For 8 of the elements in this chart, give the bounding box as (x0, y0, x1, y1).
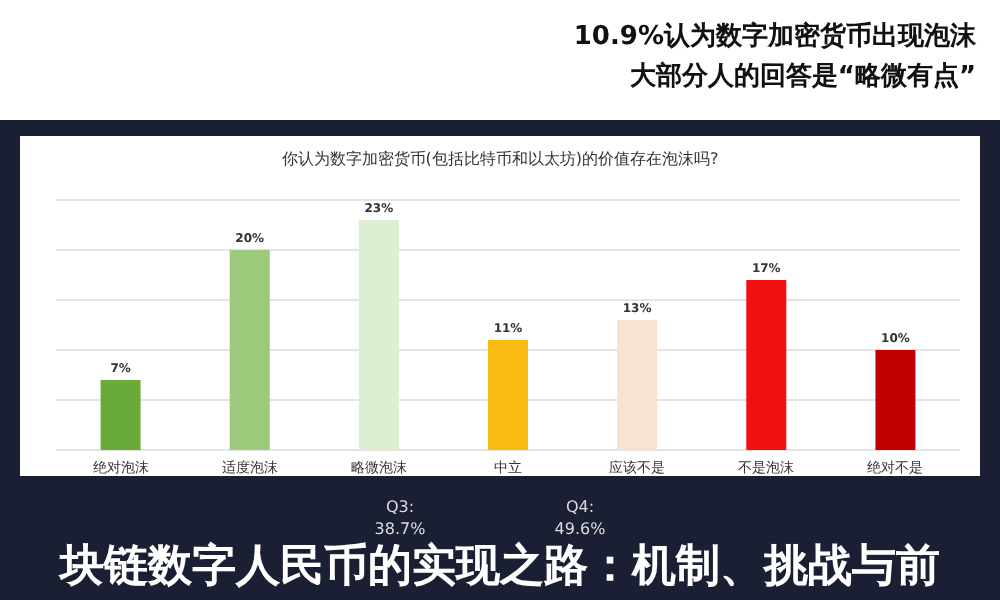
title: 你认为数字加密货币(包括比特币和以太坊)的价值存在泡沫吗? (281, 150, 719, 168)
annotation: Q4: (565, 498, 595, 516)
annotation: 38.7% (374, 520, 426, 538)
annotation: 大部分人的回答是“略微有点” (629, 62, 976, 92)
annotation: 49.6% (554, 520, 606, 538)
annotation: 块链数字人民币的实现之路：机制、挑战与前 (60, 542, 940, 592)
annotation: Q3: (385, 498, 415, 516)
annotation: 10.9%认为数字加密货币出现泡沫 (573, 22, 976, 52)
